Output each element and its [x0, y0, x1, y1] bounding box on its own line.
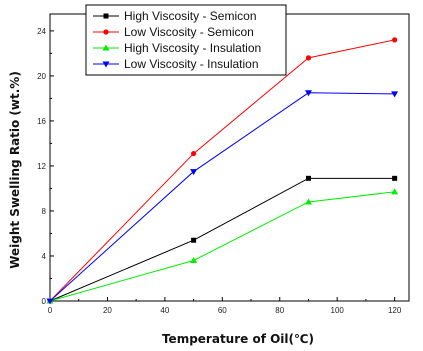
x-tick-label: 0	[48, 306, 53, 315]
x-axis-title: Temperature of Oil(℃)	[162, 332, 314, 346]
x-tick-label: 40	[160, 306, 169, 315]
data-point	[392, 37, 398, 43]
legend-marker	[103, 29, 109, 35]
x-tick-label: 20	[103, 306, 112, 315]
data-point	[304, 90, 312, 97]
x-tick-label: 100	[331, 306, 345, 315]
x-tick-label: 80	[275, 306, 284, 315]
legend-box	[85, 4, 287, 76]
legend-marker	[102, 44, 110, 51]
series-line-1	[49, 177, 395, 302]
data-point	[391, 188, 399, 195]
series-layer	[46, 37, 399, 305]
series-line-3	[49, 191, 395, 302]
y-axis-title: Weight Swelling Ratio (wt.%)	[8, 71, 22, 269]
legend-marker	[102, 61, 110, 68]
legend-label: High Viscosity - Semicon	[124, 9, 257, 23]
y-tick-label: 12	[37, 162, 46, 171]
legend-marker	[103, 13, 109, 19]
data-point	[305, 175, 311, 181]
data-point	[190, 169, 198, 176]
data-point	[392, 175, 398, 181]
legend-label: High Viscosity - Insulation	[124, 41, 261, 55]
data-point	[304, 198, 312, 205]
axes: 0 20 40 60 80 100 120 0 4 8 12 16 20 24	[37, 13, 410, 315]
y-tick-label: 20	[37, 72, 46, 81]
y-tick-label: 0	[42, 297, 47, 306]
series-line-2	[49, 39, 395, 302]
y-tick-label: 8	[42, 207, 47, 216]
data-point	[305, 55, 312, 61]
y-tick-label: 24	[37, 27, 46, 36]
data-point	[191, 150, 197, 157]
data-point	[191, 237, 197, 243]
y-tick-label: 4	[42, 252, 47, 261]
y-tick-label: 16	[37, 117, 46, 126]
data-point	[190, 256, 198, 263]
series-line-4	[49, 92, 395, 302]
data-point	[391, 91, 399, 98]
x-tick-label: 60	[218, 306, 227, 315]
legend-label: Low Viscosity - Semicon	[124, 25, 254, 39]
data-point	[46, 298, 54, 305]
x-tick-label: 120	[388, 306, 402, 315]
legend-label: Low Viscosity - Insulation	[124, 57, 259, 71]
legend: High Viscosity - Semicon Low Viscosity - …	[85, 4, 287, 76]
